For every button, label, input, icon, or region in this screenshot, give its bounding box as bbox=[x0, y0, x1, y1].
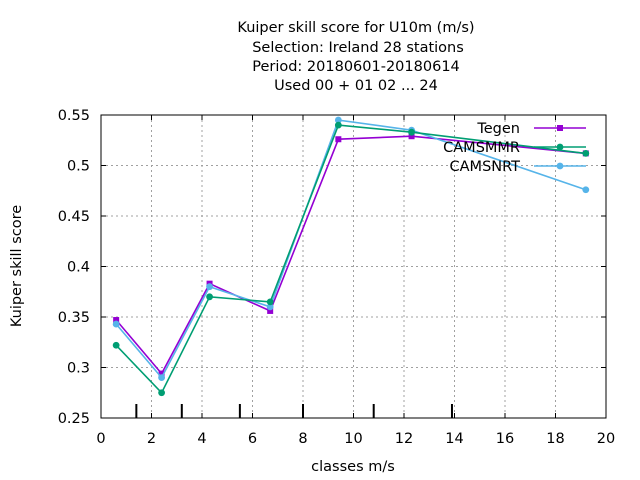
y-tick-label: 0.5 bbox=[67, 159, 90, 175]
data-point bbox=[206, 283, 213, 291]
x-tick-label: 12 bbox=[395, 431, 413, 447]
data-point bbox=[158, 370, 165, 377]
y-tick-label: 0.35 bbox=[58, 310, 90, 326]
chart-title: Kuiper skill score for U10m (m/s) Select… bbox=[237, 20, 474, 94]
y-tick-label: 0.4 bbox=[67, 260, 90, 276]
data-point bbox=[266, 298, 274, 306]
y-axis-label: Kuiper skill score bbox=[9, 205, 25, 327]
x-tick-label: 2 bbox=[147, 431, 156, 447]
y-tick-label: 0.45 bbox=[58, 209, 90, 225]
data-point bbox=[158, 389, 166, 397]
x-tick-label: 20 bbox=[597, 431, 615, 447]
data-point bbox=[334, 121, 342, 129]
series-camsmmr bbox=[112, 121, 590, 397]
data-point bbox=[267, 307, 274, 314]
x-tick-label: 0 bbox=[96, 431, 105, 447]
data-point bbox=[266, 303, 274, 311]
legend-marker bbox=[556, 143, 564, 151]
y-tick-label: 0.55 bbox=[58, 108, 90, 124]
data-point bbox=[408, 128, 415, 136]
data-point bbox=[112, 341, 120, 349]
title-line-2: Selection: Ireland 28 stations bbox=[252, 40, 464, 56]
legend-marker bbox=[557, 125, 563, 131]
data-point bbox=[335, 136, 342, 143]
grid bbox=[101, 115, 606, 418]
x-tick-label: 14 bbox=[445, 431, 463, 447]
data-point bbox=[112, 320, 120, 328]
x-tick-label: 4 bbox=[197, 431, 206, 447]
x-tick-label: 16 bbox=[496, 431, 514, 447]
x-axis-label: classes m/s bbox=[311, 459, 395, 475]
x-tick-label: 6 bbox=[248, 431, 257, 447]
y-tick-label: 0.25 bbox=[58, 411, 90, 427]
legend-marker bbox=[556, 162, 564, 170]
y-tick-label: 0.3 bbox=[67, 361, 90, 377]
data-point bbox=[334, 116, 342, 124]
data-point bbox=[582, 186, 590, 194]
series-layer bbox=[112, 116, 590, 397]
legend-label: Tegen bbox=[476, 121, 520, 137]
x-tick-label: 8 bbox=[298, 431, 307, 447]
title-line-3: Period: 20180601-20180614 bbox=[252, 59, 460, 75]
x-tick-labels: 0 2 4 6 8 10 12 14 16 18 20 bbox=[96, 431, 615, 447]
x-tick-label: 10 bbox=[344, 431, 362, 447]
legend: Tegen CAMSMMR CAMSNRT bbox=[443, 121, 586, 175]
data-point bbox=[113, 317, 120, 324]
legend-label: CAMSMMR bbox=[443, 140, 520, 156]
y-tick-labels: 0.25 0.3 0.35 0.4 0.45 0.5 0.55 bbox=[58, 108, 90, 427]
title-line-1: Kuiper skill score for U10m (m/s) bbox=[237, 20, 474, 36]
series-camsnrt bbox=[112, 116, 590, 381]
data-point bbox=[206, 293, 213, 301]
title-line-4: Used 00 + 01 02 ... 24 bbox=[274, 78, 438, 94]
data-point bbox=[158, 374, 166, 381]
axis-ticks bbox=[100, 114, 607, 419]
class-boundary-marks bbox=[135, 404, 453, 418]
data-point bbox=[408, 133, 415, 140]
x-tick-label: 18 bbox=[546, 431, 564, 447]
legend-label: CAMSNRT bbox=[450, 159, 521, 175]
data-point bbox=[582, 149, 590, 157]
